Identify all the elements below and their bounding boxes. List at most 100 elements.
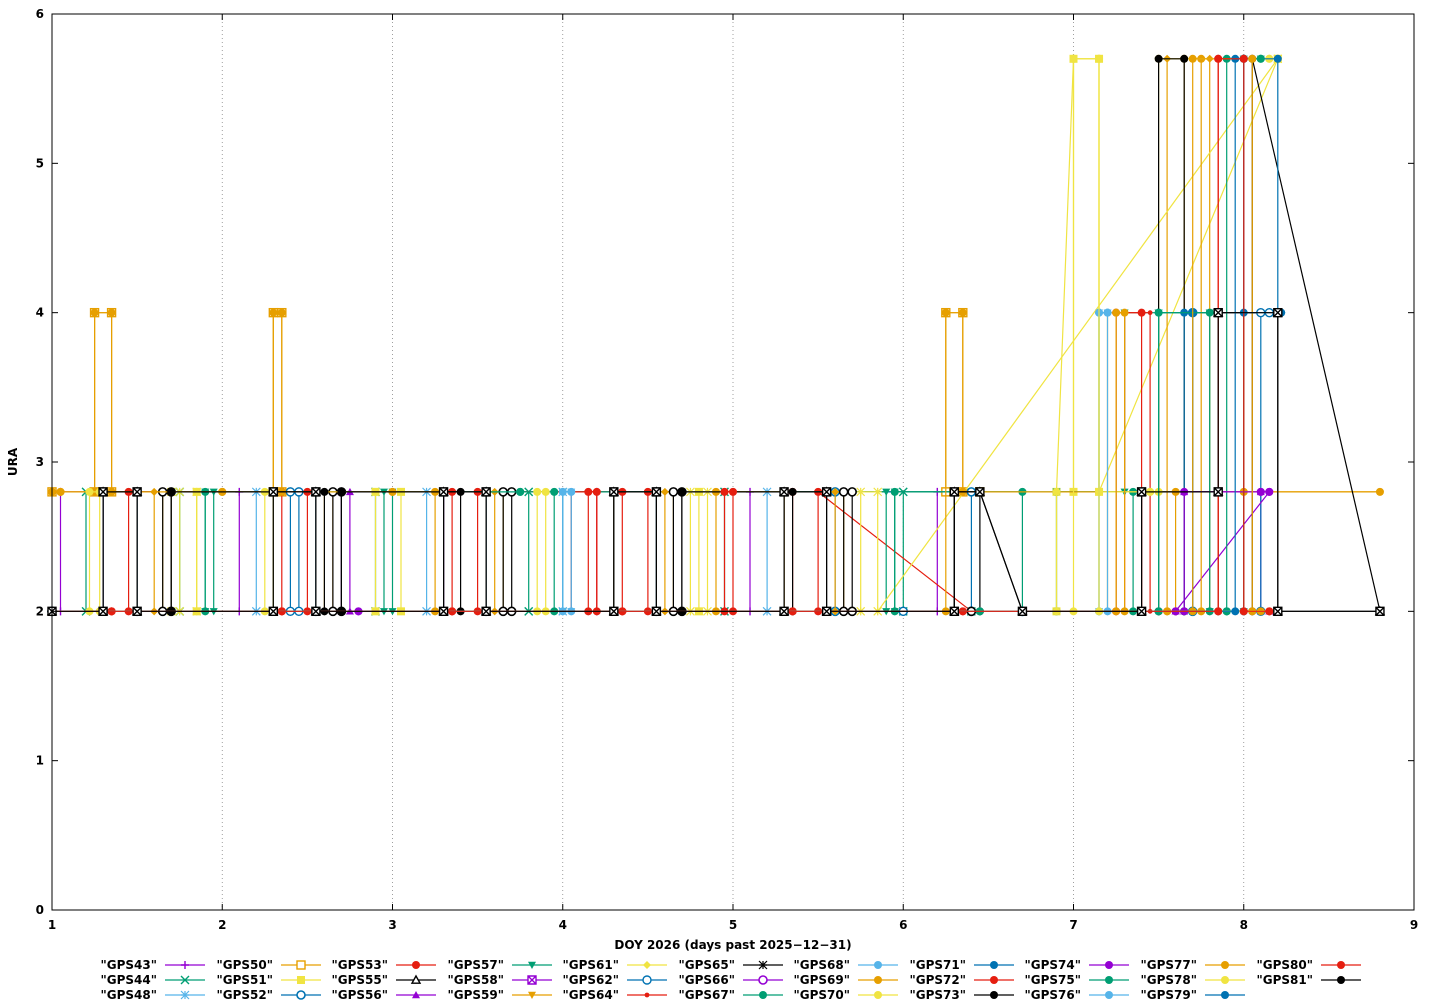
data-point bbox=[1017, 606, 1028, 617]
data-point bbox=[975, 487, 985, 497]
data-point bbox=[821, 487, 832, 497]
data-point bbox=[1105, 991, 1113, 999]
legend-label: "GPS64" bbox=[563, 988, 620, 1002]
legend-label: "GPS44" bbox=[101, 973, 158, 987]
legend-entry: "GPS77" bbox=[1141, 958, 1245, 972]
data-point bbox=[297, 976, 305, 984]
legend-label: "GPS71" bbox=[910, 958, 967, 972]
legend-entry: "GPS70" bbox=[794, 988, 898, 1002]
legend-label: "GPS72" bbox=[910, 973, 967, 987]
data-point bbox=[1221, 991, 1229, 999]
data-point bbox=[874, 976, 882, 984]
data-point bbox=[311, 487, 321, 497]
data-point bbox=[90, 308, 99, 317]
x-tick-label: 2 bbox=[218, 918, 226, 932]
legend-entry: "GPS80" bbox=[1257, 958, 1361, 972]
data-point bbox=[758, 975, 768, 985]
legend-label: "GPS48" bbox=[101, 988, 158, 1002]
data-point bbox=[558, 487, 567, 496]
data-point bbox=[1052, 487, 1061, 496]
legend-label: "GPS52" bbox=[217, 988, 274, 1002]
data-point bbox=[874, 961, 882, 969]
legend-entry: "GPS67" bbox=[679, 988, 783, 1002]
legend-label: "GPS80" bbox=[1257, 958, 1314, 972]
data-point bbox=[98, 606, 108, 617]
legend-entry: "GPS64" bbox=[563, 988, 667, 1002]
data-point bbox=[1154, 54, 1163, 63]
data-point bbox=[1213, 487, 1223, 497]
data-point bbox=[181, 961, 189, 969]
legend-entry: "GPS75" bbox=[1025, 973, 1129, 987]
legend-label: "GPS78" bbox=[1141, 973, 1198, 987]
data-point bbox=[1154, 308, 1163, 317]
legend-label: "GPS66" bbox=[679, 973, 736, 987]
data-point bbox=[1214, 607, 1223, 616]
data-point bbox=[949, 606, 960, 617]
data-point bbox=[1273, 307, 1283, 318]
legend-entry: "GPS68" bbox=[794, 958, 898, 972]
data-point bbox=[1136, 606, 1147, 617]
data-point bbox=[180, 975, 190, 985]
y-tick-label: 5 bbox=[36, 156, 44, 170]
legend-entry: "GPS72" bbox=[910, 973, 1014, 987]
data-point bbox=[269, 308, 278, 317]
data-point bbox=[609, 606, 619, 617]
data-point bbox=[642, 975, 652, 985]
data-point bbox=[584, 487, 593, 496]
x-tick-label: 3 bbox=[388, 918, 396, 932]
legend-entry: "GPS48" bbox=[101, 988, 205, 1002]
data-point bbox=[779, 487, 789, 497]
y-tick-label: 0 bbox=[36, 903, 44, 917]
legend: "GPS43" "GPS50" "GPS53" "GPS57" "GPS61" "GPS6… bbox=[101, 958, 1361, 1002]
data-point bbox=[1375, 606, 1385, 617]
data-point bbox=[821, 606, 832, 617]
data-point bbox=[1265, 607, 1274, 616]
data-point bbox=[528, 991, 536, 999]
data-point bbox=[1273, 606, 1283, 617]
data-point bbox=[56, 487, 65, 496]
legend-label: "GPS73" bbox=[910, 988, 967, 1002]
legend-entry: "GPS43" bbox=[101, 958, 205, 972]
x-tick-label: 8 bbox=[1240, 918, 1248, 932]
data-point bbox=[1205, 308, 1214, 317]
y-tick-label: 6 bbox=[36, 7, 44, 21]
legend-label: "GPS67" bbox=[679, 988, 736, 1002]
data-point bbox=[990, 961, 998, 969]
data-point bbox=[1256, 487, 1265, 496]
data-point bbox=[651, 606, 662, 617]
legend-entry: "GPS76" bbox=[1025, 988, 1129, 1002]
data-point bbox=[438, 606, 449, 617]
legend-label: "GPS43" bbox=[101, 958, 158, 972]
data-point bbox=[1069, 54, 1078, 63]
data-point bbox=[592, 487, 601, 496]
data-point bbox=[1188, 54, 1197, 63]
data-point bbox=[567, 487, 576, 496]
data-point bbox=[438, 487, 449, 497]
data-point bbox=[481, 487, 491, 497]
x-tick-label: 6 bbox=[899, 918, 907, 932]
data-point bbox=[758, 960, 768, 970]
data-point bbox=[874, 991, 882, 999]
data-point bbox=[660, 487, 669, 496]
x-axis-label: DOY 2026 (days past 2025−12−31) bbox=[614, 938, 851, 952]
legend-label: "GPS56" bbox=[332, 988, 389, 1002]
legend-label: "GPS81" bbox=[1257, 973, 1314, 987]
legend-label: "GPS75" bbox=[1025, 973, 1082, 987]
data-point bbox=[949, 487, 960, 497]
data-point bbox=[132, 606, 142, 617]
data-point bbox=[941, 308, 950, 317]
data-point bbox=[167, 487, 176, 496]
data-point bbox=[873, 487, 883, 497]
legend-label: "GPS50" bbox=[217, 958, 274, 972]
data-point bbox=[990, 976, 998, 984]
data-point bbox=[1095, 54, 1104, 63]
data-point bbox=[1221, 976, 1229, 984]
data-point bbox=[412, 961, 420, 969]
legend-entry: "GPS79" bbox=[1141, 988, 1245, 1002]
y-tick-label: 2 bbox=[36, 604, 44, 618]
legend-label: "GPS55" bbox=[332, 973, 389, 987]
data-point bbox=[729, 487, 737, 496]
data-point bbox=[1120, 308, 1129, 317]
